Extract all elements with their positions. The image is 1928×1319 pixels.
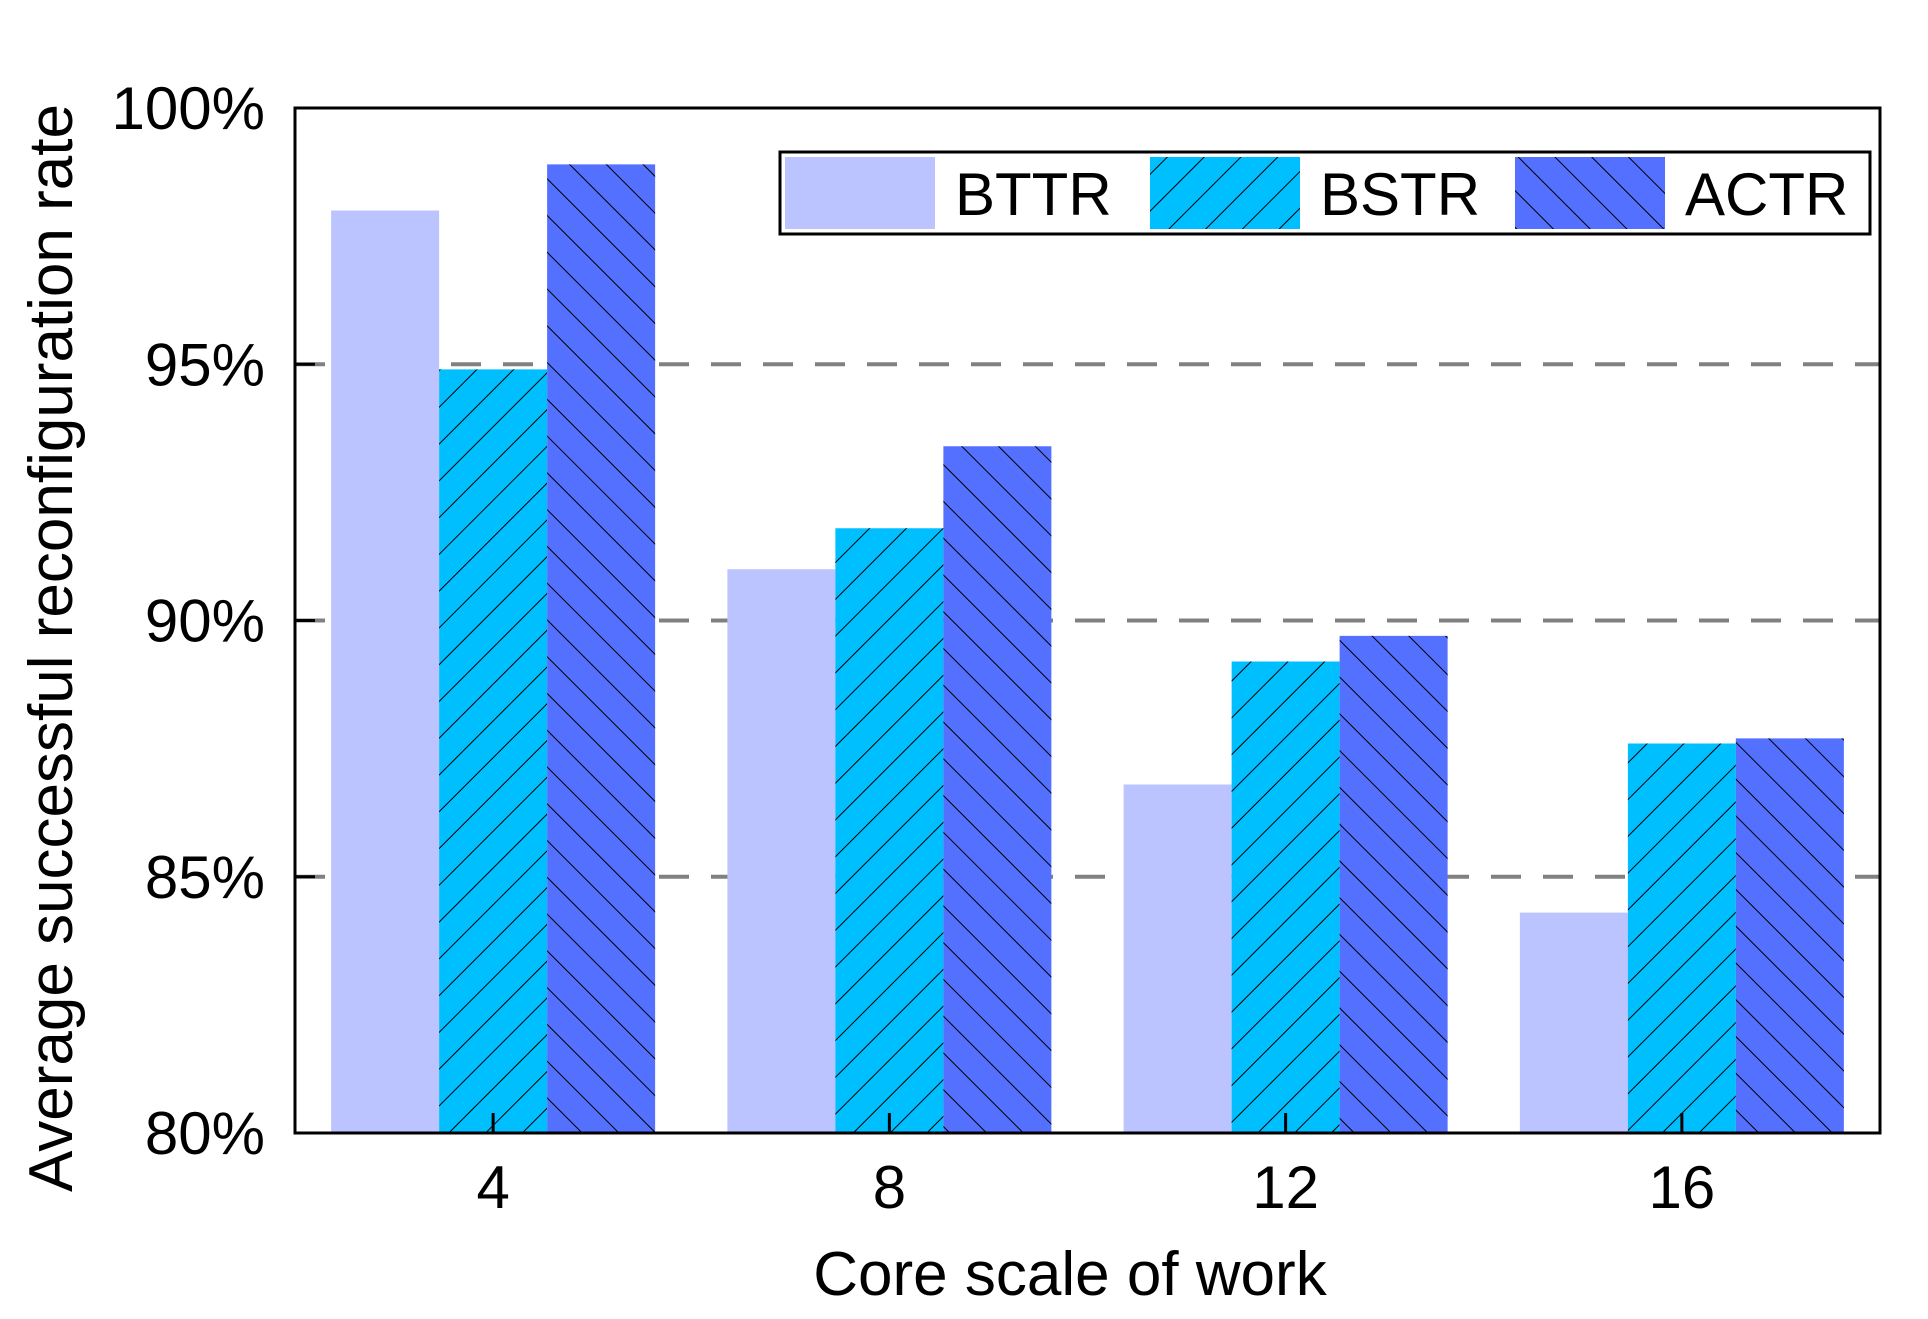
y-axis-ticks: 80% 85% 90% 95% 100% — [112, 75, 315, 1167]
x-tick-label: 16 — [1649, 1154, 1716, 1221]
bar-hatch-bstr-4 — [439, 369, 548, 1133]
bar-bttr-4 — [331, 210, 440, 1133]
legend-swatch-hatch-bstr — [1150, 157, 1300, 229]
y-tick-label: 80% — [145, 1100, 265, 1167]
bar-hatch-bstr-12 — [1231, 661, 1340, 1133]
legend-swatch-hatch-actr — [1515, 157, 1665, 229]
legend-swatch-bttr — [785, 157, 935, 229]
legend-box — [778, 150, 1872, 236]
y-axis-title: Average successful reconfiguration rate — [17, 104, 86, 1192]
bar-hatch-actr-8 — [943, 446, 1052, 1133]
y-tick-label: 85% — [145, 844, 265, 911]
x-tick-label: 12 — [1252, 1154, 1319, 1221]
bar-hatch-actr-4 — [547, 164, 656, 1133]
bar-hatch-actr-16 — [1735, 738, 1844, 1133]
bar-hatch-bstr-8 — [835, 528, 944, 1133]
bar-bttr-16 — [1519, 912, 1628, 1133]
y-tick-label: 100% — [112, 75, 265, 142]
legend-label-actr: ACTR — [1685, 161, 1848, 228]
x-tick-label: 8 — [873, 1154, 906, 1221]
legend-label-bstr: BSTR — [1320, 161, 1480, 228]
x-tick-label: 4 — [476, 1154, 509, 1221]
bar-bttr-8 — [727, 569, 836, 1133]
y-tick-label: 90% — [145, 588, 265, 655]
bar-hatch-bstr-16 — [1627, 743, 1736, 1133]
legend-label-bttr: BTTR — [955, 161, 1112, 228]
bars — [331, 164, 1844, 1133]
bar-hatch-actr-12 — [1339, 635, 1448, 1133]
bar-bttr-12 — [1123, 784, 1232, 1133]
y-tick-label: 95% — [145, 331, 265, 398]
legend: BTTR BSTR ACTR — [778, 150, 1872, 236]
x-axis-ticks: 4 8 12 16 — [476, 1113, 1715, 1221]
x-axis-title: Core scale of work — [813, 1240, 1327, 1309]
